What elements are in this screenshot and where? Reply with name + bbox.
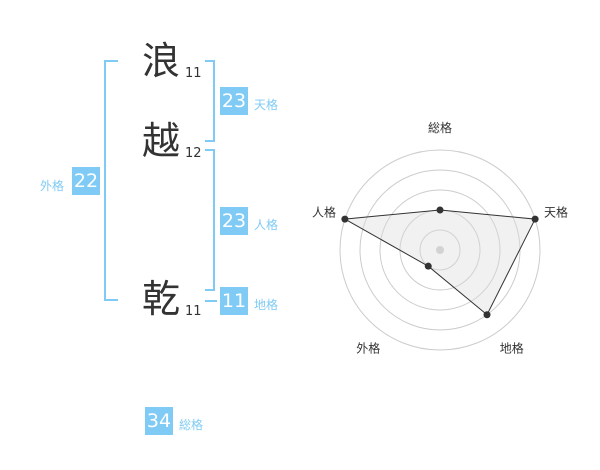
data-point [531, 215, 539, 223]
grid-ring [419, 229, 461, 271]
stroke-count-3: 11 [185, 304, 202, 319]
axis-label: 総格 [428, 120, 452, 135]
data-point [483, 311, 491, 319]
soukaku-value: 34 [145, 407, 173, 435]
grid-ring [379, 189, 501, 311]
data-area [343, 209, 536, 316]
axis-label: 地格 [500, 341, 524, 356]
center-dot [436, 246, 444, 254]
name-char-3: 乾 [142, 277, 181, 321]
tenkaku-label: 天格 [254, 98, 279, 112]
jinkaku-value: 23 [220, 207, 248, 235]
axis-label: 天格 [544, 204, 568, 219]
jinkaku-bracket [205, 149, 215, 291]
axis-label: 人格 [312, 204, 336, 219]
chikaku-label: 地格 [254, 298, 279, 312]
jinkaku-label: 人格 [254, 218, 279, 232]
grid-ring [339, 149, 541, 351]
data-point [424, 262, 432, 270]
tenkaku-value: 23 [220, 87, 248, 115]
soukaku-label: 総格 [179, 418, 204, 432]
gaikaku-bracket [104, 60, 118, 301]
chikaku-value: 11 [220, 287, 248, 315]
gaikaku-label: 外格 [40, 179, 65, 193]
data-point [341, 215, 349, 223]
name-char-1: 浪 [142, 39, 181, 83]
chikaku-connector [205, 300, 217, 302]
stroke-count-2: 12 [185, 146, 202, 161]
axis-label: 外格 [356, 341, 380, 356]
data-point [436, 206, 444, 214]
gaikaku-value: 22 [72, 167, 100, 195]
tenkaku-bracket [205, 60, 215, 142]
stroke-count-1: 11 [185, 66, 202, 81]
name-char-2: 越 [142, 119, 181, 163]
